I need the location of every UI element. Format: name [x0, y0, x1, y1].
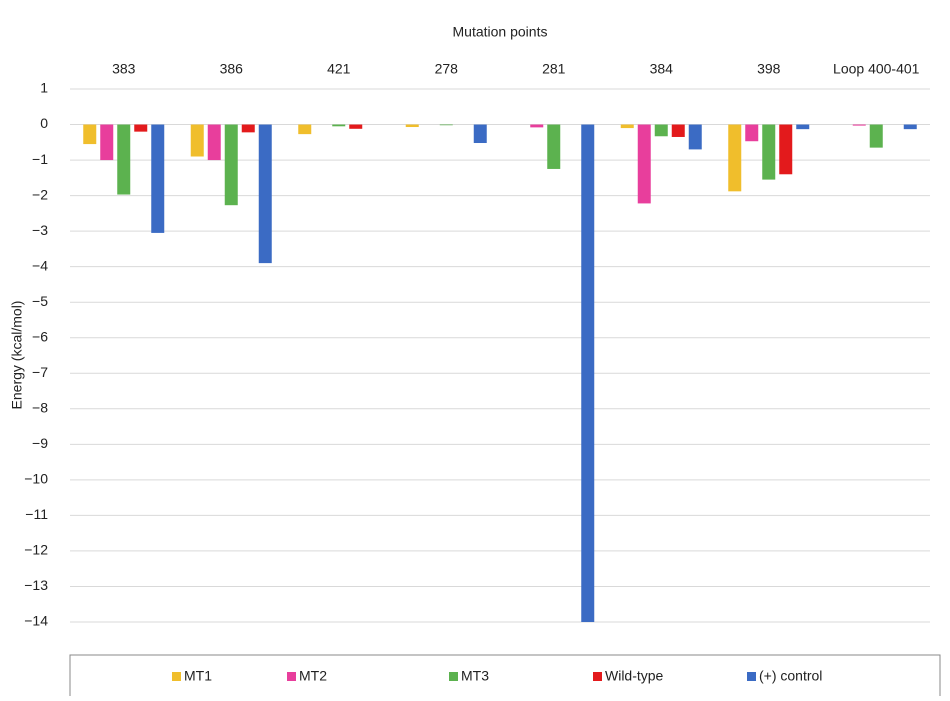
bar — [83, 124, 97, 145]
bar — [530, 124, 544, 128]
bar — [762, 124, 776, 180]
bar — [117, 124, 131, 195]
bar — [298, 124, 312, 135]
legend-label: Wild-type — [605, 668, 664, 684]
legend-label: MT3 — [461, 668, 489, 684]
bar — [207, 124, 221, 161]
y-tick-label: −7 — [32, 364, 48, 380]
bar — [224, 124, 238, 206]
bar — [134, 124, 148, 132]
legend-swatch — [449, 672, 458, 681]
x-tick-label: 383 — [112, 61, 136, 77]
x-tick-label: 386 — [220, 61, 244, 77]
chart-title: Mutation points — [453, 24, 548, 40]
legend-swatch — [287, 672, 296, 681]
bar — [332, 124, 346, 127]
bar — [637, 124, 651, 204]
y-tick-label: −11 — [25, 506, 48, 522]
legend-swatch — [172, 672, 181, 681]
bar — [581, 124, 595, 623]
y-tick-label: −3 — [32, 222, 48, 238]
bar — [349, 124, 363, 129]
legend-swatch — [747, 672, 756, 681]
bar — [869, 124, 883, 148]
y-tick-label: −6 — [32, 328, 48, 344]
bar — [688, 124, 702, 150]
x-tick-label: 281 — [542, 61, 566, 77]
legend-label: (+) control — [759, 668, 822, 684]
bar — [190, 124, 204, 157]
bar — [728, 124, 742, 192]
bar — [241, 124, 255, 133]
y-tick-label: −8 — [32, 400, 48, 416]
bar — [903, 124, 917, 130]
bar — [796, 124, 810, 130]
y-tick-label: −4 — [32, 257, 48, 273]
y-tick-label: −1 — [32, 151, 48, 167]
bar — [473, 124, 487, 144]
y-tick-label: −12 — [24, 542, 48, 558]
bar — [671, 124, 685, 137]
bar — [100, 124, 114, 161]
bar — [405, 124, 419, 128]
bar — [779, 124, 793, 175]
x-tick-label: 421 — [327, 61, 351, 77]
x-tick-label: 278 — [435, 61, 459, 77]
bar — [654, 124, 668, 137]
x-tick-label: 384 — [650, 61, 674, 77]
y-tick-label: −2 — [32, 186, 48, 202]
x-tick-label: 398 — [757, 61, 781, 77]
bar — [620, 124, 634, 129]
legend-swatch — [593, 672, 602, 681]
y-axis-label: Energy (kcal/mol) — [9, 301, 25, 410]
x-tick-label: Loop 400-401 — [833, 61, 920, 77]
bar — [439, 124, 453, 126]
legend-label: MT2 — [299, 668, 327, 684]
legend-label: MT1 — [184, 668, 212, 684]
bar — [745, 124, 759, 142]
y-tick-label: −14 — [24, 613, 48, 629]
y-tick-label: −10 — [24, 471, 48, 487]
y-tick-label: −5 — [32, 293, 48, 309]
y-tick-label: 0 — [40, 115, 48, 131]
bar — [258, 124, 272, 264]
bar — [852, 124, 866, 126]
y-tick-label: −9 — [32, 435, 48, 451]
bar — [151, 124, 165, 233]
bar — [547, 124, 561, 169]
y-tick-label: 1 — [40, 80, 48, 96]
y-tick-label: −13 — [24, 577, 48, 593]
